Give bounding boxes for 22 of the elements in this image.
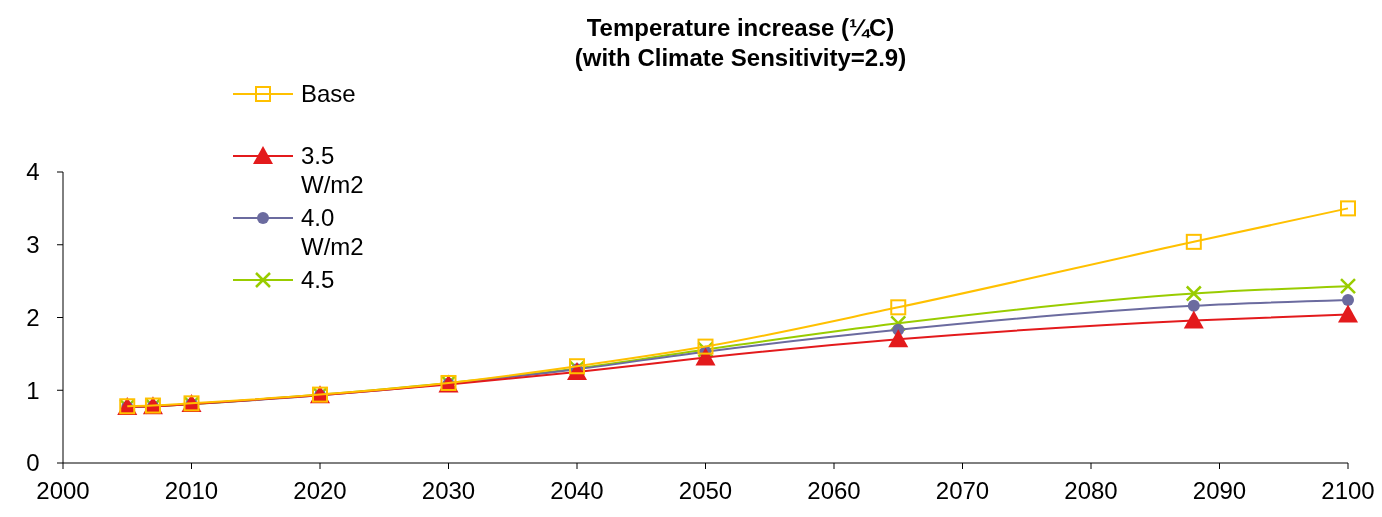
legend-label: 4.0 W/m2 xyxy=(301,204,364,261)
x-tick-label: 2060 xyxy=(807,477,861,504)
x-tick-label: 2100 xyxy=(1321,477,1375,504)
legend-label: 3.5 W/m2 xyxy=(301,142,364,199)
x-tick-label: 2030 xyxy=(421,477,476,504)
chart-title: Temperature increase (¼C) xyxy=(586,14,895,41)
y-tick-label: 2 xyxy=(26,303,40,331)
x-tick-label: 2080 xyxy=(1064,477,1118,504)
y-tick-label: 3 xyxy=(26,231,40,259)
chart-subtitle: (with Climate Sensitivity=2.9) xyxy=(574,44,907,71)
y-tick-label: 0 xyxy=(26,449,40,477)
x-tick-label: 2020 xyxy=(293,477,347,504)
x-tick-label: 2070 xyxy=(935,477,990,504)
x-tick-label: 2050 xyxy=(678,477,733,504)
y-tick-label: 4 xyxy=(26,158,40,186)
x-tick-label: 2010 xyxy=(164,477,219,504)
y-tick-label: 1 xyxy=(26,376,40,404)
x-tick-label: 2090 xyxy=(1192,477,1247,504)
x-tick-label: 2040 xyxy=(550,477,604,504)
legend-label: 4.5 xyxy=(301,266,335,294)
legend-label: Base xyxy=(301,80,356,108)
x-tick-label: 2000 xyxy=(36,477,90,504)
